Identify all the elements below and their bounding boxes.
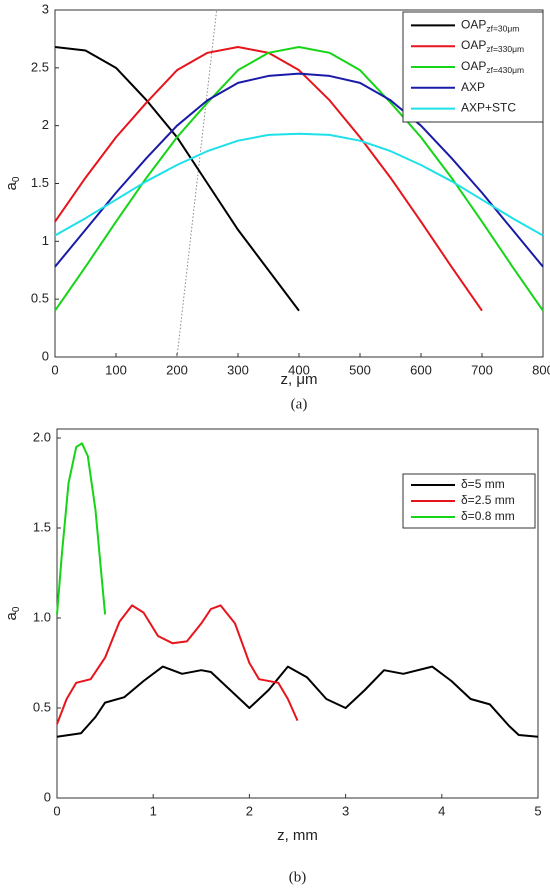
x-axis-label: z, μm — [281, 371, 318, 388]
y-tick-label: 3 — [42, 1, 49, 16]
y-tick-label: 1 — [42, 233, 49, 248]
y-tick-label: 0.5 — [33, 699, 51, 714]
x-tick-label: 4 — [438, 803, 445, 818]
series-line — [54, 132, 544, 237]
x-tick-label: 5 — [534, 803, 541, 818]
x-tick-label: 1 — [150, 803, 157, 818]
legend-label: δ=0.8 mm — [461, 509, 515, 523]
legend-name: OAP — [461, 18, 486, 32]
y-axis-label: a0 — [3, 176, 22, 190]
legend-label: OAPzf=430μm — [461, 59, 524, 75]
guide-line — [176, 9, 218, 358]
x-tick-label: 600 — [410, 362, 432, 377]
legend-label: δ=5 mm — [461, 477, 505, 491]
y-tick-label: 0 — [42, 348, 49, 363]
chart: 0 100 200 300 400 500 600 700 800 0 0.5 1 1.5 2 2.5 3 z,… — [3, 1, 550, 412]
legend-name: AXP — [461, 80, 485, 94]
y-tick-label: 0.5 — [31, 291, 49, 306]
x-tick-label: 500 — [349, 362, 371, 377]
y-axis-label-main: a — [3, 611, 20, 620]
y-axis-label-main: a — [3, 181, 20, 190]
y-axis-label-subscript: 0 — [11, 176, 22, 182]
caption: (b) — [289, 869, 307, 885]
legend-name: δ=2.5 mm — [461, 493, 515, 507]
legend-name: δ=0.8 mm — [461, 509, 515, 523]
y-tick-label: 2 — [42, 117, 49, 132]
x-tick-label: 3 — [342, 803, 349, 818]
y-tick-label: 1.5 — [31, 175, 49, 190]
series-line — [56, 442, 107, 615]
x-axis-label: z, mm — [277, 827, 318, 844]
x-tick-label: 100 — [105, 362, 127, 377]
y-tick-label: 1.0 — [33, 609, 51, 624]
legend-subscript: zf=430μm — [486, 65, 524, 75]
y-tick-label: 2.0 — [33, 429, 51, 444]
x-tick-label: 800 — [532, 362, 550, 377]
series-line — [56, 604, 299, 725]
x-tick-label: 700 — [471, 362, 493, 377]
x-tick-label: 0 — [53, 803, 60, 818]
legend-name: AXP+STC — [461, 101, 516, 115]
y-tick-label: 2.5 — [31, 59, 49, 74]
caption: (a) — [291, 396, 308, 412]
x-tick-label: 0 — [51, 362, 58, 377]
x-tick-label: 200 — [166, 362, 188, 377]
series-line — [54, 46, 300, 312]
legend-label: AXP — [461, 80, 485, 94]
legend-name: OAP — [461, 38, 486, 52]
legend-label: OAPzf=30μm — [461, 18, 519, 34]
y-axis-label: a0 — [3, 606, 22, 620]
x-tick-label: 300 — [227, 362, 249, 377]
x-tick-label: 400 — [288, 362, 310, 377]
legend-subscript: zf=330μm — [486, 44, 524, 54]
y-tick-label: 0 — [44, 789, 51, 804]
legend-label: δ=2.5 mm — [461, 493, 515, 507]
legend-name: OAP — [461, 59, 486, 73]
series-line — [56, 665, 539, 738]
series-line — [54, 72, 544, 268]
legend-label: OAPzf=330μm — [461, 38, 524, 54]
legend-subscript: zf=30μm — [486, 24, 519, 34]
y-axis-label-subscript: 0 — [11, 606, 22, 612]
y-tick-label: 1.5 — [33, 519, 51, 534]
x-tick-label: 2 — [246, 803, 253, 818]
legend-label: AXP+STC — [461, 101, 516, 115]
series-line — [54, 46, 544, 312]
legend-name: δ=5 mm — [461, 477, 505, 491]
